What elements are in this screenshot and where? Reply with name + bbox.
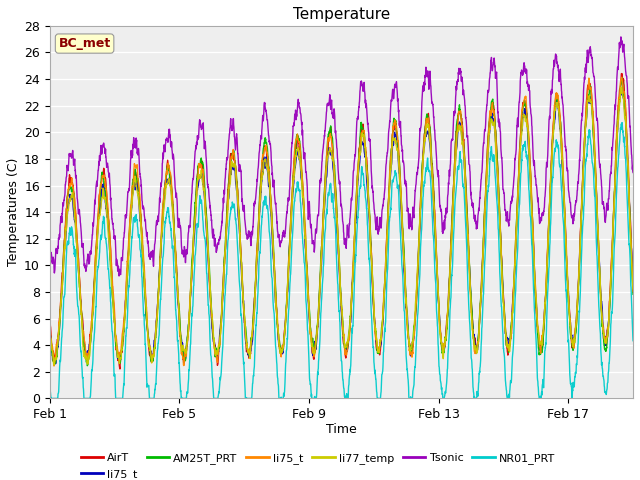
Y-axis label: Temperatures (C): Temperatures (C): [7, 158, 20, 266]
Text: BC_met: BC_met: [58, 37, 111, 50]
X-axis label: Time: Time: [326, 422, 356, 435]
Title: Temperature: Temperature: [292, 7, 390, 22]
Legend: AirT, li75_t, AM25T_PRT, li75_t, li77_temp, Tsonic, NR01_PRT: AirT, li75_t, AM25T_PRT, li75_t, li77_te…: [76, 449, 560, 480]
